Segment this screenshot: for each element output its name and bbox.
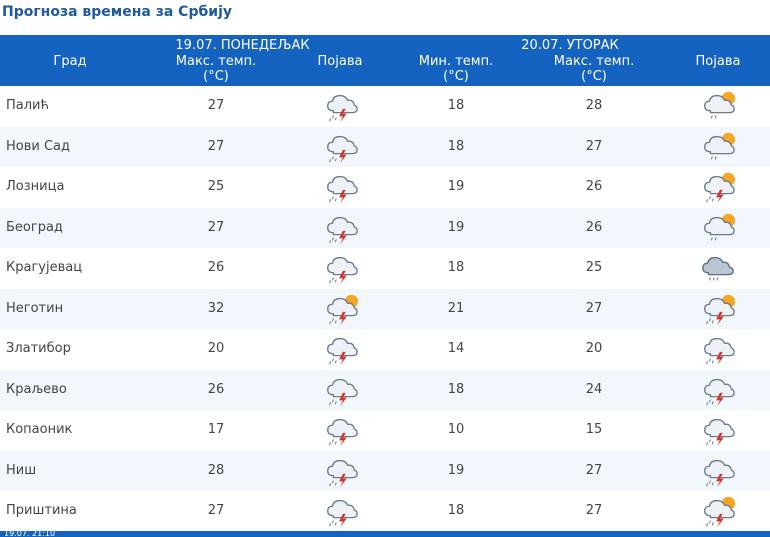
city-name: Београд xyxy=(6,219,63,235)
storm-rain-icon xyxy=(318,129,364,165)
day2-max-temp: 27 xyxy=(585,138,603,154)
table-row: Приштина 27 18 27 xyxy=(0,491,770,532)
header-day2-phenomenon: Појава xyxy=(695,54,741,69)
header-day1: 19.07. ПОНЕДЕЉАК xyxy=(175,38,310,53)
footer-bar xyxy=(0,531,770,537)
storm-rain-icon xyxy=(318,88,364,124)
footer-timestamp: 19.07. 21:10 xyxy=(4,531,56,537)
day2-min-temp: 14 xyxy=(447,341,465,356)
table-row: Неготин 32 21 27 xyxy=(0,288,770,329)
city-name: Приштина xyxy=(6,503,77,518)
day2-max-temp: 20 xyxy=(585,341,603,356)
day2-max-temp: 27 xyxy=(585,462,603,478)
cloudy-rain-icon xyxy=(695,250,741,286)
city-name: Крагујевац xyxy=(6,260,83,275)
storm-rain-icon xyxy=(318,493,364,529)
day2-min-temp: 19 xyxy=(447,462,465,478)
header-day1-phenomenon: Појава xyxy=(317,54,363,69)
table-row: Копаоник 17 10 15 xyxy=(0,410,770,451)
header-day2: 20.07. УТОРАК xyxy=(521,38,619,53)
storm-rain-icon xyxy=(318,412,364,448)
day2-max-temp: 28 xyxy=(585,98,603,113)
table-row: Крагујевац 26 18 25 xyxy=(0,248,770,289)
sun-storm-icon xyxy=(318,291,364,327)
header-day1-max: Макс. темп. (°C) xyxy=(175,54,257,84)
sun-storm-icon xyxy=(695,169,741,205)
city-name: Лозница xyxy=(6,179,65,194)
day2-max-temp: 15 xyxy=(585,422,603,437)
partly-cloudy-rain-icon xyxy=(695,88,741,124)
day2-min-temp: 18 xyxy=(447,260,465,275)
city-name: Ниш xyxy=(6,462,37,478)
city-name: Златибор xyxy=(6,341,71,356)
table-row: Лозница 25 19 26 xyxy=(0,167,770,208)
day2-min-temp: 10 xyxy=(447,422,465,437)
day2-min-temp: 18 xyxy=(447,381,465,397)
day2-min-temp: 19 xyxy=(447,179,465,194)
table-row: Нови Сад 27 18 27 xyxy=(0,126,770,167)
day1-max-temp: 27 xyxy=(207,98,225,113)
city-name: Палић xyxy=(6,98,49,113)
partly-cloudy-rain-icon xyxy=(695,129,741,165)
storm-rain-icon xyxy=(318,250,364,286)
storm-rain-icon xyxy=(318,453,364,489)
table-row: Београд 27 19 26 xyxy=(0,207,770,248)
city-name: Копаоник xyxy=(6,422,73,437)
day2-max-temp: 26 xyxy=(585,219,603,235)
city-name: Краљево xyxy=(6,381,67,397)
day1-max-temp: 27 xyxy=(207,138,225,154)
table-header: Град 19.07. ПОНЕДЕЉАК Макс. темп. (°C) По… xyxy=(0,35,770,86)
day2-min-temp: 18 xyxy=(447,503,465,518)
day1-max-temp: 27 xyxy=(207,503,225,518)
storm-rain-icon xyxy=(318,210,364,246)
day2-max-temp: 25 xyxy=(585,260,603,275)
table-row: Ниш 28 19 27 xyxy=(0,450,770,491)
day1-max-temp: 28 xyxy=(207,462,225,478)
storm-rain-icon xyxy=(695,331,741,367)
page-title: Прогноза времена за Србију xyxy=(2,4,232,20)
storm-rain-icon xyxy=(695,372,741,408)
table-row: Краљево 26 18 24 xyxy=(0,369,770,410)
sun-storm-icon xyxy=(695,291,741,327)
storm-rain-icon xyxy=(695,412,741,448)
day2-max-temp: 26 xyxy=(585,179,603,194)
table-row: Златибор 20 14 20 xyxy=(0,329,770,370)
header-city: Град xyxy=(53,54,87,69)
day1-max-temp: 32 xyxy=(207,300,225,316)
storm-rain-icon xyxy=(318,331,364,367)
day2-max-temp: 24 xyxy=(585,381,603,397)
header-day2-min: Мин. темп. (°C) xyxy=(418,54,494,84)
city-name: Неготин xyxy=(6,300,64,316)
day1-max-temp: 25 xyxy=(207,179,225,194)
sun-storm-icon xyxy=(695,493,741,529)
storm-rain-icon xyxy=(695,453,741,489)
city-name: Нови Сад xyxy=(6,138,71,154)
day2-min-temp: 18 xyxy=(447,138,465,154)
day2-min-temp: 19 xyxy=(447,219,465,235)
forecast-table: Град 19.07. ПОНЕДЕЉАК Макс. темп. (°C) По… xyxy=(0,35,770,532)
storm-rain-icon xyxy=(318,169,364,205)
day2-max-temp: 27 xyxy=(585,503,603,518)
day1-max-temp: 26 xyxy=(207,381,225,397)
day1-max-temp: 20 xyxy=(207,341,225,356)
storm-rain-icon xyxy=(318,372,364,408)
day1-max-temp: 27 xyxy=(207,219,225,235)
table-row: Палић 27 18 28 xyxy=(0,86,770,127)
header-day2-max: Макс. темп. (°C) xyxy=(553,54,635,84)
partly-cloudy-rain-icon xyxy=(695,210,741,246)
day2-max-temp: 27 xyxy=(585,300,603,316)
day1-max-temp: 17 xyxy=(207,422,225,437)
day2-min-temp: 21 xyxy=(447,300,465,316)
day2-min-temp: 18 xyxy=(447,98,465,113)
day1-max-temp: 26 xyxy=(207,260,225,275)
